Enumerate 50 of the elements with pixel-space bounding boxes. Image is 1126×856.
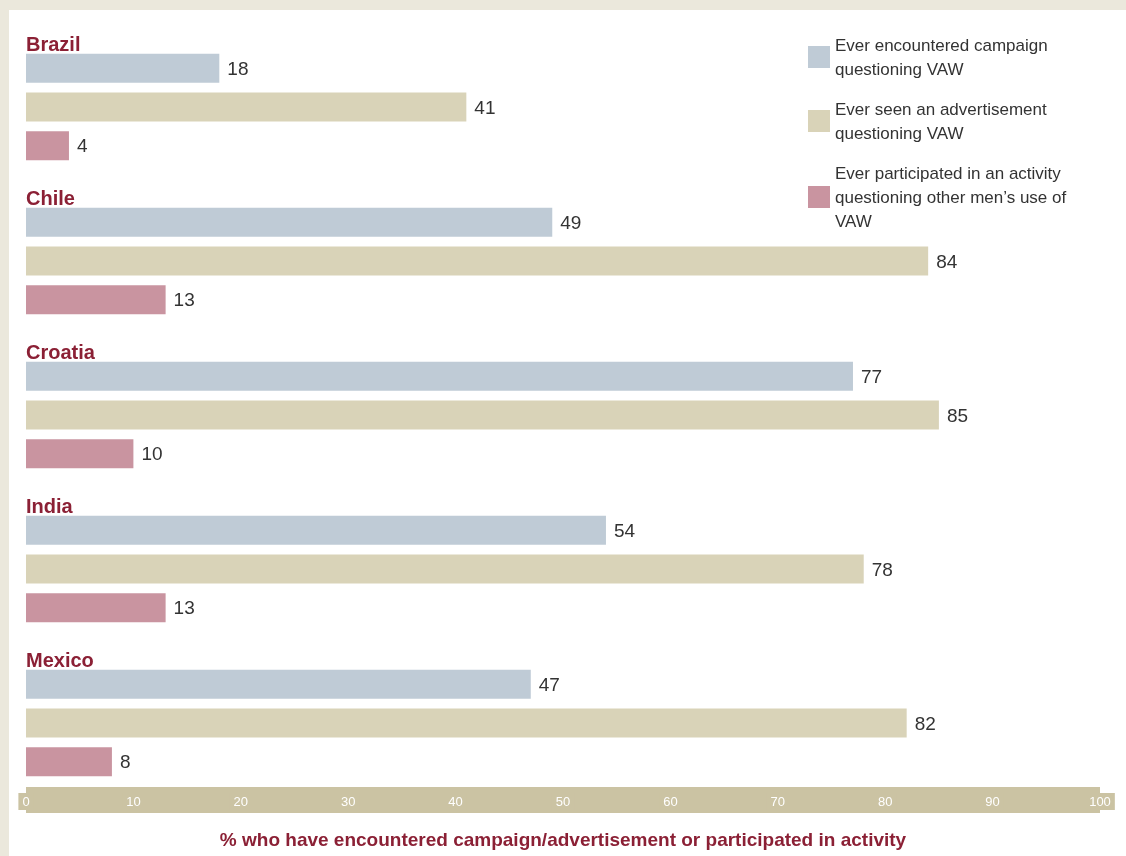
- data-label: 13: [173, 597, 195, 619]
- data-label: 41: [474, 96, 496, 118]
- bar: [26, 246, 929, 276]
- x-tick-label: 60: [663, 794, 678, 809]
- x-tick-label: 70: [770, 794, 786, 809]
- data-label: 84: [936, 250, 958, 272]
- legend-label: Ever participated in an activity questioning other men’s use of VAW: [835, 163, 1071, 231]
- legend-label: Ever seen an advertisement questioning VAW: [835, 99, 1052, 143]
- data-label: 85: [946, 404, 969, 426]
- data-label: 82: [914, 712, 936, 734]
- data-label: 47: [538, 673, 560, 695]
- data-label: 49: [560, 211, 582, 233]
- bar: [26, 361, 853, 391]
- data-label: 18: [227, 57, 249, 79]
- data-label: 54: [613, 519, 636, 541]
- bar: [26, 53, 220, 83]
- bar: [26, 708, 907, 738]
- y-tick-label: Mexico: [26, 649, 94, 671]
- x-axis-title: % who have encountered campaign/advertisement or participated in activity: [219, 829, 907, 850]
- bar: [26, 515, 606, 545]
- data-label: 10: [141, 443, 163, 465]
- bar: [26, 747, 112, 777]
- y-tick-label: Chile: [26, 187, 75, 209]
- bar: [26, 285, 166, 315]
- x-tick-label: 80: [877, 794, 893, 809]
- bar: [26, 131, 69, 161]
- data-label: 8: [119, 751, 131, 773]
- x-tick-label: 50: [555, 794, 571, 809]
- x-tick-label: 100: [1089, 794, 1111, 809]
- bar: [26, 593, 166, 623]
- bar: [26, 669, 531, 699]
- data-label: 78: [871, 558, 893, 580]
- bar: [26, 554, 864, 584]
- data-label: 4: [76, 135, 88, 157]
- bar: [26, 92, 467, 122]
- y-tick-label: Croatia: [26, 341, 96, 363]
- x-tick-label: 30: [340, 794, 356, 809]
- legend-label: Ever encountered campaign questioning VAW: [835, 35, 1053, 79]
- bar: [26, 400, 939, 430]
- bar: [26, 439, 134, 469]
- data-label: 77: [860, 365, 883, 387]
- y-tick-label: India: [26, 495, 74, 517]
- x-tick-label: 0: [22, 794, 30, 809]
- x-tick-label: 10: [126, 794, 141, 809]
- bar: [26, 207, 553, 237]
- data-label: 13: [173, 289, 195, 311]
- x-tick-label: 90: [985, 794, 1000, 809]
- x-tick-label: 20: [233, 794, 249, 809]
- x-tick-label: 40: [448, 794, 463, 809]
- y-tick-label: Brazil: [26, 33, 81, 55]
